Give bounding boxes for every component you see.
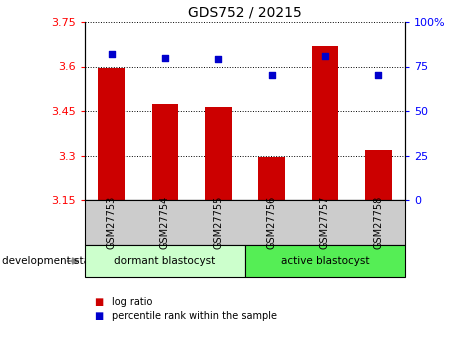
Bar <box>98 68 125 200</box>
Text: GSM27756: GSM27756 <box>267 196 276 249</box>
Text: ■: ■ <box>94 311 103 321</box>
Point <box>215 57 222 62</box>
Point <box>375 73 382 78</box>
Bar <box>312 46 338 200</box>
Text: GSM27753: GSM27753 <box>107 196 117 249</box>
Bar <box>152 104 178 200</box>
Text: GSM27755: GSM27755 <box>213 196 223 249</box>
Point <box>268 73 275 78</box>
Text: active blastocyst: active blastocyst <box>281 256 369 266</box>
Point <box>322 53 329 59</box>
Text: log ratio: log ratio <box>112 297 152 307</box>
Bar <box>365 150 391 200</box>
Bar <box>205 107 232 200</box>
Text: ■: ■ <box>94 297 103 307</box>
Text: dormant blastocyst: dormant blastocyst <box>115 256 216 266</box>
Title: GDS752 / 20215: GDS752 / 20215 <box>188 6 302 19</box>
Point <box>108 51 115 57</box>
Text: development stage: development stage <box>2 256 103 266</box>
Text: GSM27758: GSM27758 <box>373 196 383 249</box>
Text: GSM27754: GSM27754 <box>160 196 170 249</box>
Text: GSM27757: GSM27757 <box>320 196 330 249</box>
Text: percentile rank within the sample: percentile rank within the sample <box>112 311 277 321</box>
Point <box>161 55 169 60</box>
Bar <box>258 157 285 200</box>
